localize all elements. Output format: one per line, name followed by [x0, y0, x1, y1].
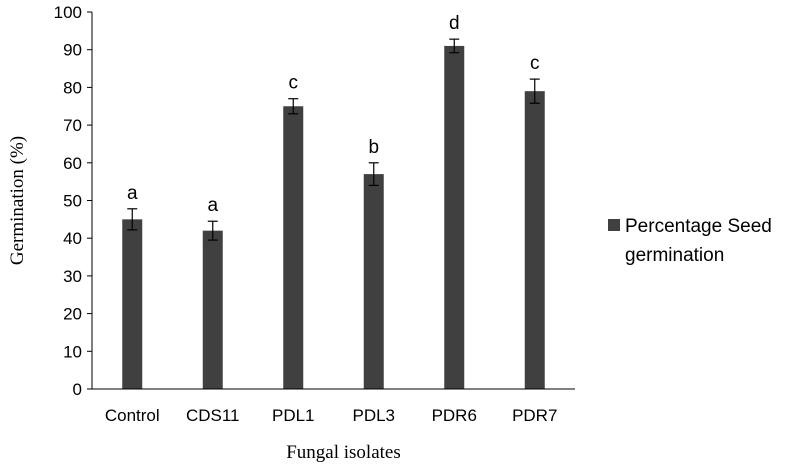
- y-tick-label: 100: [54, 3, 82, 22]
- y-tick-label: 50: [63, 192, 82, 211]
- y-tick-label: 10: [63, 342, 82, 361]
- bars: [122, 45, 545, 390]
- y-tick-label: 0: [73, 380, 82, 399]
- x-axis-title: Fungal isolates: [286, 442, 401, 463]
- error-bars: [127, 38, 540, 241]
- significance-label: d: [449, 13, 460, 34]
- legend-label: Percentage Seed: [625, 216, 772, 237]
- y-tick-label: 60: [63, 154, 82, 173]
- x-tick-label: PDL3: [352, 406, 395, 425]
- significance-label: c: [530, 53, 540, 74]
- significance-labels: a a c b d c: [127, 13, 540, 216]
- y-tick-label: 40: [63, 229, 82, 248]
- significance-label: c: [289, 73, 299, 94]
- x-tick-label: PDR7: [512, 406, 557, 425]
- legend: Percentage Seed germination: [608, 216, 772, 266]
- y-tick-label: 70: [63, 116, 82, 135]
- bar-control: [122, 219, 143, 389]
- y-tick-label: 80: [63, 78, 82, 97]
- x-tick-label: CDS11: [186, 406, 240, 425]
- x-tick-label: Control: [105, 406, 160, 425]
- x-axis-ticks: Control CDS11 PDL1 PDL3 PDR6 PDR7: [105, 406, 558, 425]
- y-axis-ticks: 0 10 20 30 40 50 60 70 80 90 100: [54, 3, 92, 399]
- x-tick-label: PDR6: [432, 406, 477, 425]
- legend-swatch: [608, 219, 620, 231]
- y-axis-title: Germination (%): [7, 136, 28, 265]
- bar-pdl1: [283, 106, 304, 389]
- bar-pdl3: [363, 174, 384, 389]
- bar-pdr7: [524, 91, 545, 390]
- bar-pdr6: [444, 45, 465, 390]
- legend-label: germination: [625, 245, 724, 266]
- bar-cds11: [202, 230, 223, 389]
- significance-label: b: [368, 137, 379, 158]
- significance-label: a: [207, 195, 218, 216]
- significance-label: a: [127, 183, 138, 204]
- x-tick-label: PDL1: [272, 406, 315, 425]
- y-tick-label: 30: [63, 267, 82, 286]
- y-tick-label: 90: [63, 41, 82, 60]
- y-tick-label: 20: [63, 305, 82, 324]
